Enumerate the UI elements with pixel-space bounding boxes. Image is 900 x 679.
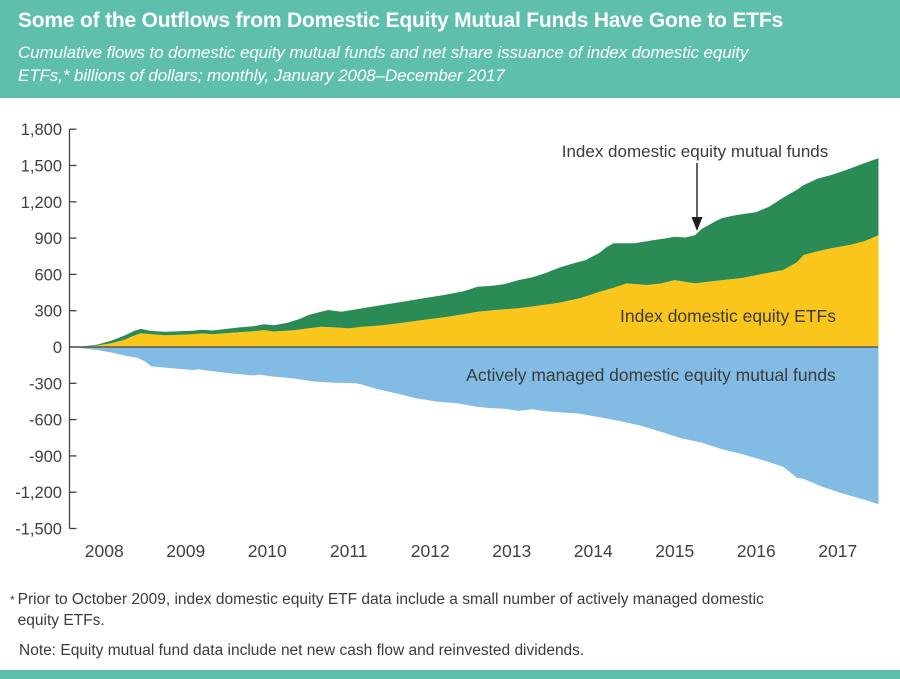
y-tick-label: 0 (53, 339, 62, 357)
x-tick-label: 2012 (411, 541, 450, 561)
y-tick-label: 1,200 (21, 194, 62, 212)
y-tick-label: -600 (29, 412, 62, 430)
x-tick-label: 2008 (85, 541, 124, 561)
area-index-domestic-equity-etfs (70, 235, 879, 347)
y-tick-label: 900 (34, 230, 62, 248)
chart-area: 1,800 1,500 1,200 900 600 300 0 -300 -600 -900 -1,… (0, 98, 900, 585)
x-tick-label: 2015 (655, 541, 694, 561)
footnote-text: Prior to October 2009, index domestic eq… (17, 591, 764, 629)
x-tick-label: 2011 (330, 541, 368, 561)
y-tick-label: 1,800 (21, 121, 62, 139)
figure-subtitle-line1: Cumulative flows to domestic equity mutu… (18, 43, 749, 62)
annotation-arrowhead-icon (691, 217, 703, 231)
figure-header: Some of the Outflows from Domestic Equit… (0, 0, 900, 98)
x-tick-label: 2013 (492, 541, 531, 561)
y-tick-label: 600 (34, 266, 62, 284)
x-tick-label: 2010 (248, 541, 287, 561)
label-index-domestic-equity-etfs: Index domestic equity ETFs (620, 306, 836, 326)
y-axis: 1,800 1,500 1,200 900 600 300 0 -300 -600 -900 -1,… (15, 121, 77, 539)
footnote-asterisk-line: * Prior to October 2009, index domestic … (10, 589, 870, 631)
area-index-domestic-equity-mutual-funds (70, 158, 879, 347)
label-actively-managed-funds: Actively managed domestic equity mutual … (466, 365, 836, 385)
bottom-accent-bar (0, 670, 900, 679)
area-actively-managed-funds (70, 347, 879, 505)
y-tick-label: -900 (29, 448, 62, 466)
figure-title: Some of the Outflows from Domestic Equit… (18, 9, 783, 32)
figure-subtitle-line2: ETFs,* billions of dollars; monthly, Jan… (18, 66, 505, 85)
footnote-note-line: Note: Equity mutual fund data include ne… (19, 642, 585, 659)
y-tick-label: -300 (29, 375, 62, 393)
x-tick-label: 2009 (166, 541, 205, 561)
y-tick-label: -1,500 (15, 521, 62, 539)
annotation-index-mutual-funds-label: Index domestic equity mutual funds (562, 142, 828, 161)
footnotes: * Prior to October 2009, index domestic … (10, 589, 870, 661)
y-tick-label: 1,500 (21, 158, 62, 176)
x-tick-label: 2017 (818, 541, 857, 561)
area-series-group (70, 158, 879, 505)
footnote-star: * (10, 593, 15, 607)
figure-subtitle: Cumulative flows to domestic equity mutu… (18, 41, 882, 87)
x-tick-label: 2014 (574, 541, 613, 561)
stacked-area-chart: 1,800 1,500 1,200 900 600 300 0 -300 -600 -900 -1,… (15, 121, 879, 561)
x-tick-label: 2016 (737, 541, 776, 561)
y-tick-label: -1,200 (15, 484, 62, 502)
y-tick-label: 300 (34, 303, 62, 321)
x-axis: 2008 2009 2010 2011 2012 2013 2014 2015 2016 2017 (85, 541, 857, 561)
